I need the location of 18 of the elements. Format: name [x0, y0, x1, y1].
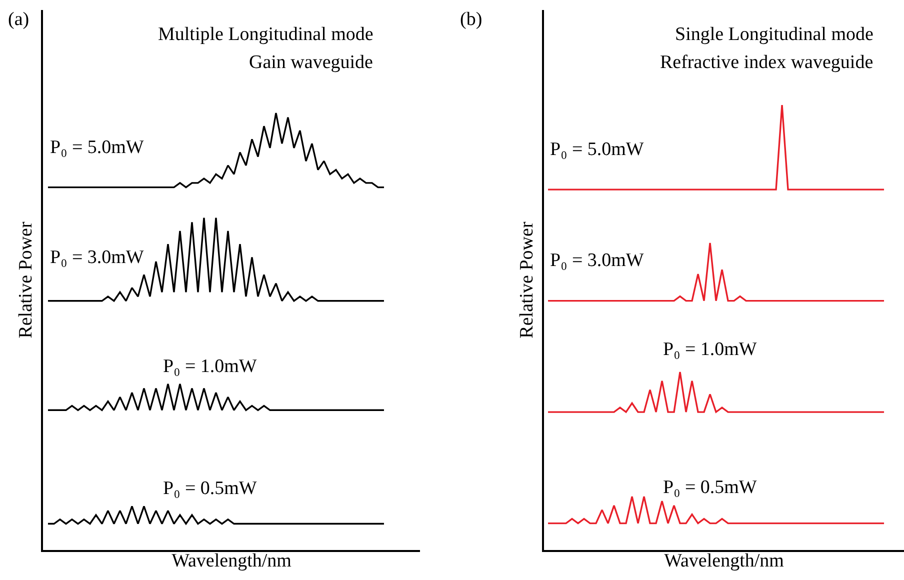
series-label: P₀ = 0.5mW [663, 477, 757, 498]
series-label: P₀ = 3.0mW [50, 247, 144, 268]
series-label: P₀ = 3.0mW [550, 250, 644, 271]
x-axis-title: Wavelength/nm [664, 550, 784, 572]
y-axis-title: Relative Power [15, 221, 36, 338]
x-axis-title: Wavelength/nm [172, 550, 292, 572]
series-label: P₀ = 1.0mW [663, 339, 757, 360]
y-axis-title: Relative Power [516, 221, 538, 338]
chart-subtitle: Gain waveguide [249, 52, 373, 73]
series-label: P₀ = 0.5mW [163, 478, 257, 499]
chart-title: Multiple Longitudinal mode [158, 24, 374, 45]
text: (b) [460, 9, 482, 30]
chart-title: Single Longitudinal mode [675, 24, 874, 45]
text: (a) [8, 9, 30, 30]
series-label: P₀ = 1.0mW [163, 356, 257, 377]
series-label: P₀ = 5.0mW [50, 137, 144, 158]
series-label: P₀ = 5.0mW [550, 139, 644, 160]
chart-subtitle: Refractive index waveguide [660, 52, 874, 73]
